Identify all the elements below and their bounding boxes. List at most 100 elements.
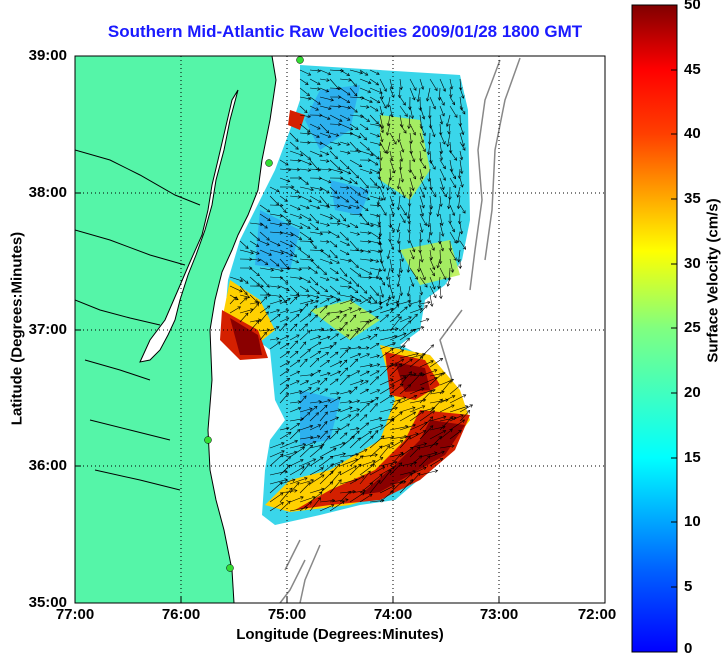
velocity-arrow-head xyxy=(390,490,394,494)
velocity-arrow-head xyxy=(337,396,341,401)
velocity-arrow-head xyxy=(379,157,383,161)
velocity-arrow xyxy=(409,410,424,422)
velocity-arrow xyxy=(299,204,310,209)
velocity-arrow xyxy=(279,222,291,225)
velocity-arrow xyxy=(379,469,392,485)
x-tick-label: 74:00 xyxy=(373,606,413,623)
velocity-arrow xyxy=(269,267,284,272)
velocity-arrow-head xyxy=(356,408,360,412)
velocity-arrow-head xyxy=(300,496,304,500)
velocity-arrow xyxy=(319,168,332,171)
velocity-arrow-head xyxy=(381,282,386,286)
velocity-arrow xyxy=(319,114,331,120)
velocity-arrow-head xyxy=(256,272,260,277)
velocity-arrow xyxy=(349,123,359,130)
velocity-arrow xyxy=(439,429,453,440)
velocity-arrow-head xyxy=(296,314,300,318)
velocity-arrow-head xyxy=(264,225,268,229)
velocity-arrow xyxy=(369,306,383,314)
velocity-arrow-head xyxy=(295,138,299,142)
velocity-arrow xyxy=(389,426,409,431)
velocity-arrow xyxy=(369,177,378,186)
velocity-arrow-head xyxy=(294,340,299,344)
velocity-arrow-head xyxy=(263,296,268,300)
velocity-arrow-head xyxy=(307,279,311,283)
velocity-arrow-head xyxy=(336,315,340,320)
velocity-arrow-head xyxy=(422,276,426,281)
velocity-arrow-head xyxy=(427,455,431,459)
velocity-arrow xyxy=(369,370,380,377)
velocity-arrow xyxy=(438,276,441,289)
chesapeake-bay xyxy=(139,89,239,363)
velocity-arrow-head xyxy=(356,327,361,331)
velocity-arrow-head xyxy=(312,440,317,445)
velocity-arrow-head xyxy=(366,353,370,357)
velocity-arrow xyxy=(369,105,379,112)
velocity-arrow-head xyxy=(448,379,452,384)
velocity-arrow-head xyxy=(280,251,285,255)
velocity-arrow-head xyxy=(277,313,281,318)
velocity-arrow-head xyxy=(360,455,364,459)
velocity-arrow xyxy=(319,249,331,258)
axis-ticks xyxy=(75,192,500,603)
velocity-arrow-head xyxy=(413,87,417,91)
velocity-arrow xyxy=(458,195,461,209)
velocity-arrow xyxy=(319,388,328,395)
velocity-arrow xyxy=(299,441,317,449)
velocity-arrow-head xyxy=(349,298,354,303)
velocity-arrow xyxy=(379,342,396,350)
velocity-arrow xyxy=(299,436,313,440)
velocity-arrow xyxy=(399,436,411,449)
velocity-arrow-head xyxy=(312,496,316,500)
velocity-arrow-head xyxy=(285,392,289,397)
velocity-arrow-head xyxy=(339,170,344,174)
velocity-arrow xyxy=(359,195,370,200)
velocity-arrow-head xyxy=(430,344,435,348)
velocity-arrow-head xyxy=(365,207,369,212)
velocity-arrow-head xyxy=(345,199,350,203)
velocity-arrow xyxy=(409,105,413,119)
velocity-arrow xyxy=(309,488,325,494)
velocity-arrow xyxy=(279,456,291,467)
velocity-arrow xyxy=(329,141,341,145)
velocity-arrow-head xyxy=(433,369,438,373)
velocity-arrow xyxy=(299,412,310,422)
velocity-arrow-head xyxy=(399,411,403,416)
velocity-arrow xyxy=(309,69,321,72)
velocity-arrow-head xyxy=(333,447,337,451)
velocity-arrow xyxy=(399,204,407,216)
velocity-arrow-head xyxy=(379,445,383,449)
velocity-arrow xyxy=(269,258,280,267)
velocity-arrow xyxy=(309,412,319,422)
velocity-arrow-head xyxy=(284,280,289,284)
velocity-arrow xyxy=(369,333,378,341)
velocity-arrow xyxy=(369,294,377,303)
velocity-arrow xyxy=(369,267,382,271)
velocity-arrow-head xyxy=(380,138,384,143)
velocity-arrow xyxy=(359,460,376,467)
velocity-arrow xyxy=(269,249,284,254)
colorbar-ticks xyxy=(671,69,677,588)
velocity-arrow-head xyxy=(375,275,380,280)
velocity-arrow-head xyxy=(456,239,460,244)
velocity-arrow-head xyxy=(412,411,417,415)
velocity-arrow xyxy=(429,96,436,110)
velocity-arrow xyxy=(359,297,372,305)
velocity-arrow-head xyxy=(420,213,425,217)
velocity-arrow xyxy=(339,141,350,146)
velocity-arrow xyxy=(329,428,341,431)
velocity-arrow-head xyxy=(324,288,329,293)
velocity-arrow xyxy=(419,318,429,323)
velocity-arrow-head xyxy=(396,240,401,244)
velocity-arrow-head xyxy=(365,320,369,325)
velocity-arrow xyxy=(419,132,424,143)
velocity-arrow-head xyxy=(427,300,431,305)
velocity-arrow xyxy=(359,105,369,108)
velocity-arrow-head xyxy=(295,146,299,150)
velocity-arrow-head xyxy=(329,481,334,485)
velocity-arrow xyxy=(369,376,379,386)
velocity-arrow xyxy=(239,285,248,295)
velocity-arrow-head xyxy=(340,460,344,464)
velocity-arrow xyxy=(429,358,443,368)
velocity-arrow xyxy=(349,428,360,431)
